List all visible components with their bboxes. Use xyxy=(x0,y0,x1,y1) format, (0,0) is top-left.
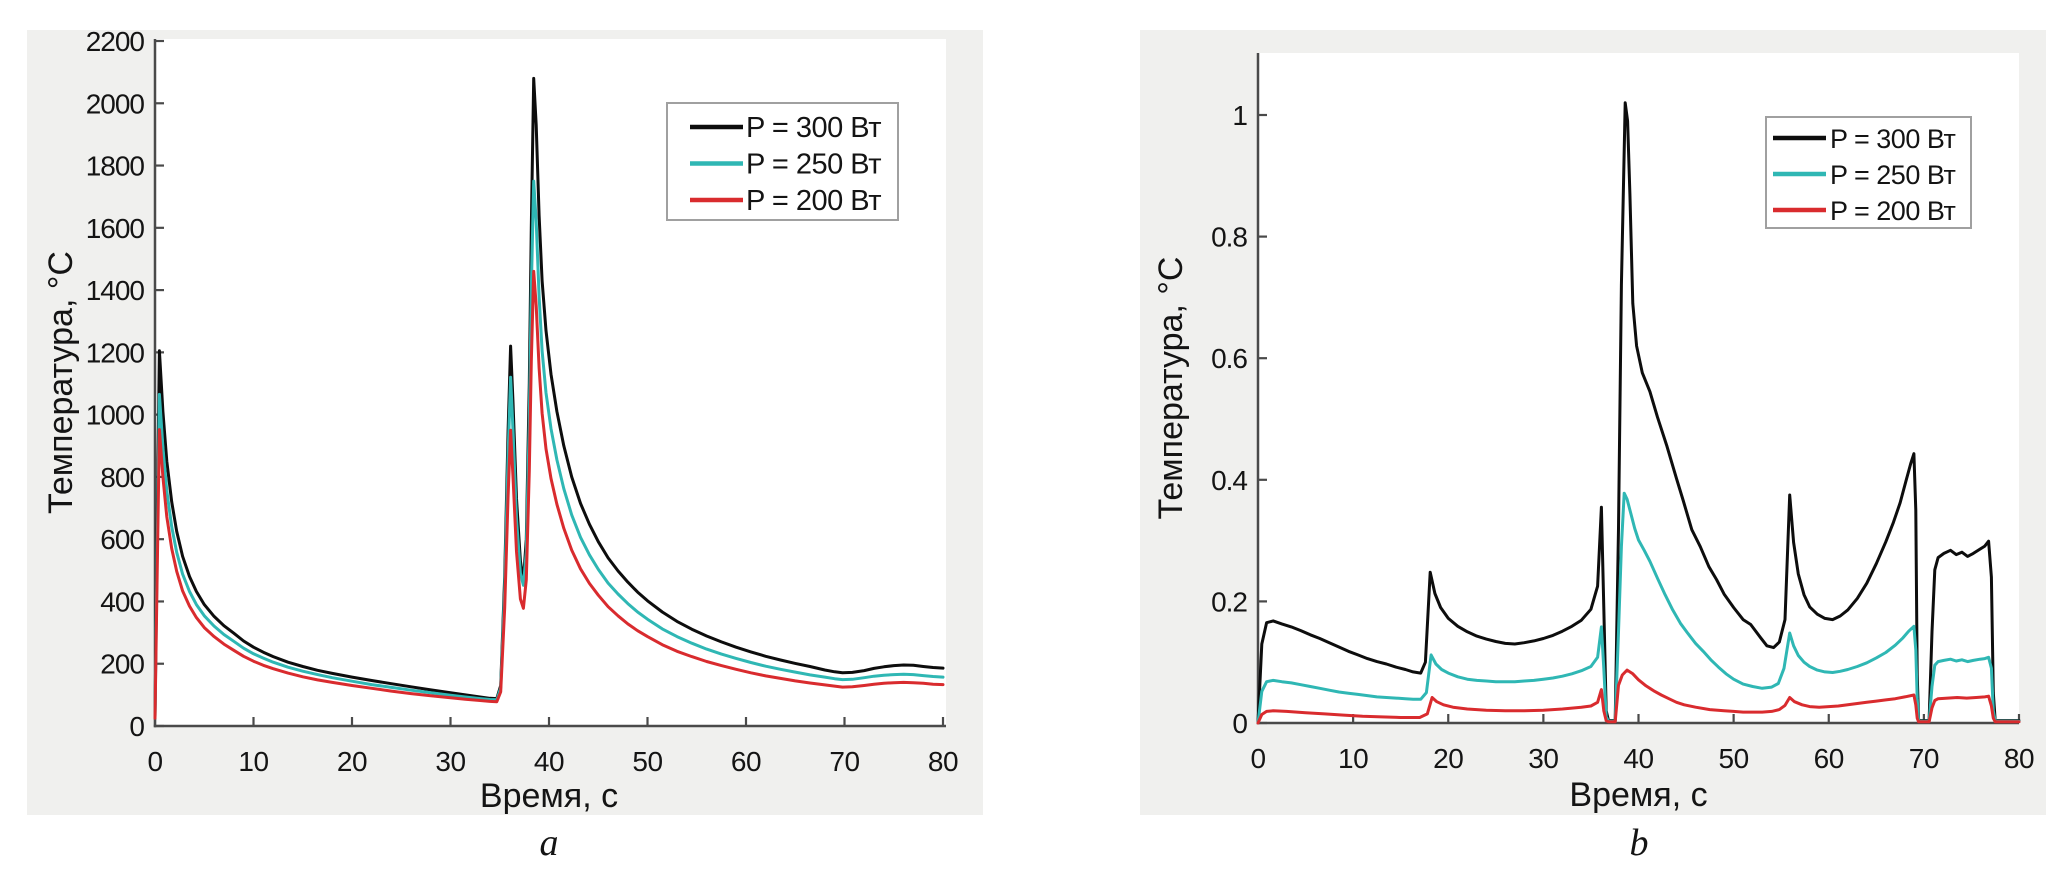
y-axis-label: Температура, °C xyxy=(1152,257,1190,520)
legend-label: P = 300 Вт xyxy=(1830,124,1955,154)
y-tick-label: 1 xyxy=(1232,100,1247,131)
x-tick-label: 70 xyxy=(829,746,859,777)
x-tick-label: 60 xyxy=(1814,743,1844,774)
y-tick-label: 1200 xyxy=(86,337,145,368)
panel-caption-b: b xyxy=(1629,822,1649,864)
y-tick-label: 0.2 xyxy=(1211,586,1247,617)
y-tick-label: 1000 xyxy=(86,400,145,431)
y-tick-label: 2200 xyxy=(86,30,145,57)
y-tick-label: 0 xyxy=(129,711,144,742)
x-tick-label: 80 xyxy=(2004,743,2034,774)
x-tick-label: 0 xyxy=(147,746,162,777)
x-tick-label: 30 xyxy=(1528,743,1558,774)
y-axis-label: Температура, °C xyxy=(42,251,80,514)
x-tick-label: 60 xyxy=(731,746,761,777)
series-line xyxy=(153,269,945,720)
y-tick-label: 1800 xyxy=(86,151,145,182)
legend-label: P = 250 Вт xyxy=(1830,160,1955,190)
x-tick-label: 70 xyxy=(1909,743,1939,774)
y-tick-label: 0 xyxy=(1232,708,1247,739)
y-tick-label: 800 xyxy=(100,462,144,493)
y-tick-label: 0.4 xyxy=(1211,465,1247,496)
chart-panel-b: 0 10 20 30 40 50 60 70 80 0 0.2 0.4 0.6 0.8 1 Время, с Т… xyxy=(1140,30,2046,815)
x-tick-label: 80 xyxy=(928,746,958,777)
x-tick-label: 10 xyxy=(238,746,268,777)
x-tick-label: 50 xyxy=(1719,743,1749,774)
x-tick-label: 50 xyxy=(632,746,662,777)
x-axis-label: Время, с xyxy=(480,777,618,815)
x-tick-label: 10 xyxy=(1338,743,1368,774)
x-tick-label: 0 xyxy=(1250,743,1265,774)
x-tick-label: 20 xyxy=(337,746,367,777)
y-tick-label: 2000 xyxy=(86,88,145,119)
legend-label: P = 200 Вт xyxy=(1830,196,1955,226)
y-tick-label: 0.8 xyxy=(1211,222,1247,253)
legend-label: P = 250 Вт xyxy=(746,149,881,181)
y-tick-label: 600 xyxy=(100,524,144,555)
chart-panel-a: 0 10 20 30 40 50 60 70 80 0 200 400 600 800 1000 1200 14… xyxy=(27,30,983,815)
y-tick-label: 1400 xyxy=(86,275,145,306)
x-axis-label: Время, с xyxy=(1569,776,1707,814)
legend-label: P = 200 Вт xyxy=(746,185,881,217)
y-tick-label: 200 xyxy=(100,649,144,680)
line-chart-b: 0 10 20 30 40 50 60 70 80 0 0.2 0.4 0.6 0.8 1 Время, с Т… xyxy=(1152,53,2035,814)
x-tick-label: 30 xyxy=(435,746,465,777)
x-tick-label: 40 xyxy=(1623,743,1653,774)
y-tick-label: 1600 xyxy=(86,213,145,244)
panel-caption-a: a xyxy=(539,822,559,864)
y-tick-label: 400 xyxy=(100,586,144,617)
legend-label: P = 300 Вт xyxy=(746,112,881,144)
x-tick-label: 40 xyxy=(534,746,564,777)
line-chart-a: 0 10 20 30 40 50 60 70 8002004006008001000120014… xyxy=(42,30,959,815)
series-line xyxy=(1256,668,2021,725)
y-tick-label: 0.6 xyxy=(1211,343,1247,374)
x-tick-label: 20 xyxy=(1433,743,1463,774)
